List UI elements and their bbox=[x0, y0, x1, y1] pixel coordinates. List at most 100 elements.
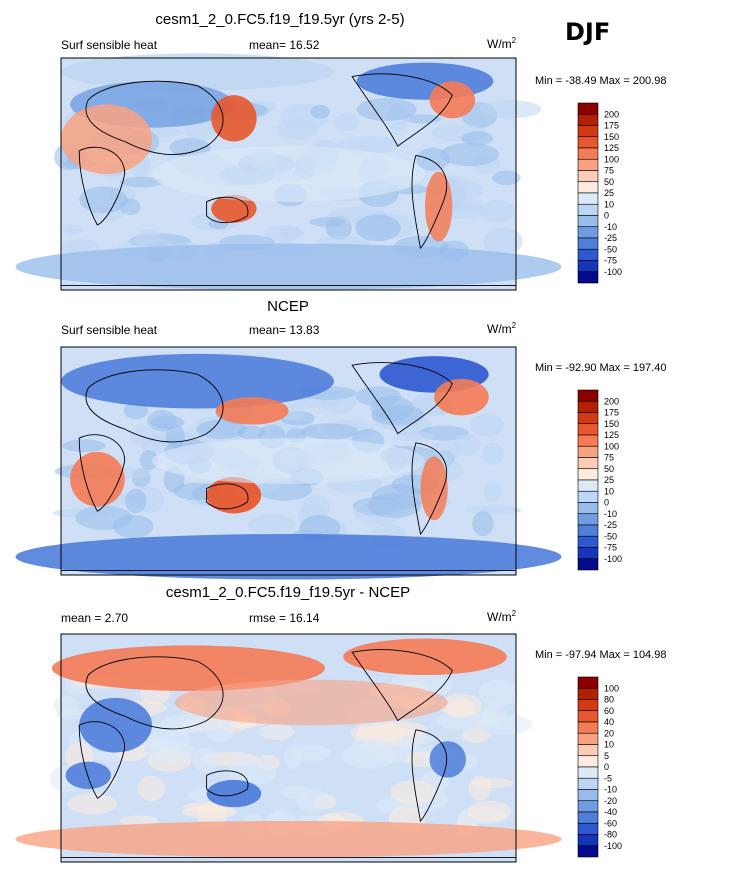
field-blob bbox=[152, 438, 425, 484]
field-blob bbox=[15, 820, 562, 858]
coastline bbox=[78, 146, 126, 226]
field-blob bbox=[137, 776, 165, 802]
colorbar-box bbox=[577, 834, 599, 847]
colorbar-box bbox=[577, 192, 599, 205]
coastline bbox=[85, 80, 224, 156]
field-blob bbox=[61, 53, 334, 91]
field-blob bbox=[389, 780, 437, 805]
colorbar-tick-label: 125 bbox=[604, 430, 619, 440]
colorbar-box bbox=[577, 147, 599, 160]
field-blob bbox=[355, 386, 402, 407]
colorbar-tick-label: -80 bbox=[604, 830, 617, 840]
field-blob bbox=[472, 511, 494, 537]
field-blob bbox=[296, 789, 330, 812]
panel-3-rmse-label: rmse = 16.14 bbox=[249, 611, 320, 625]
field-blob bbox=[425, 171, 453, 242]
colorbar-box bbox=[577, 502, 599, 515]
colorbar-box bbox=[577, 777, 599, 790]
colorbar-tick-label: 0 bbox=[604, 211, 609, 221]
colorbar-box bbox=[577, 226, 599, 239]
field-blob bbox=[174, 679, 448, 726]
coastline bbox=[206, 483, 249, 510]
colorbar-box bbox=[577, 158, 599, 171]
colorbar-box bbox=[577, 524, 599, 537]
field-blob bbox=[467, 800, 512, 822]
field-blob bbox=[237, 425, 266, 440]
panel-2-minmax: Min = -92.90 Max = 197.40 bbox=[535, 362, 667, 374]
colorbar-tick-label: 10 bbox=[604, 486, 614, 496]
field-blob bbox=[440, 142, 500, 167]
colorbar-box bbox=[577, 400, 599, 413]
colorbar-tick-label: -40 bbox=[604, 807, 617, 817]
colorbar-tick-label: 175 bbox=[604, 408, 619, 418]
panel-2-left-label: Surf sensible heat bbox=[61, 323, 158, 337]
field-blob bbox=[429, 81, 476, 119]
field-blob bbox=[292, 744, 331, 762]
field-blob bbox=[169, 138, 211, 157]
field-blob bbox=[355, 214, 401, 242]
field-blob bbox=[468, 775, 492, 801]
field-blob bbox=[61, 104, 152, 174]
field-blob bbox=[301, 423, 359, 440]
field-blob bbox=[206, 779, 262, 808]
field-blob bbox=[15, 243, 562, 290]
colorbar-box bbox=[577, 113, 599, 126]
colorbar-tick-label: -50 bbox=[604, 531, 617, 541]
field-blob bbox=[67, 793, 118, 815]
colorbar-box bbox=[577, 676, 599, 689]
coastline bbox=[78, 434, 126, 512]
colorbar-tick-label: 175 bbox=[604, 121, 619, 131]
field-blob bbox=[53, 695, 79, 716]
coastline bbox=[411, 729, 448, 822]
colorbar-box bbox=[577, 822, 599, 835]
colorbar-tick-label: 40 bbox=[604, 717, 614, 727]
colorbar-tick-label: 200 bbox=[604, 109, 619, 119]
colorbar-box bbox=[577, 513, 599, 526]
colorbar-box bbox=[577, 721, 599, 734]
field-blob bbox=[476, 714, 533, 735]
colorbar-box bbox=[577, 699, 599, 712]
field-blob bbox=[206, 476, 262, 514]
colorbar-tick-label: 10 bbox=[604, 199, 614, 209]
colorbar-tick-label: 0 bbox=[604, 498, 609, 508]
map-frame bbox=[60, 346, 517, 576]
field-blob bbox=[228, 758, 277, 786]
colorbar-box bbox=[577, 558, 599, 571]
colorbar-box bbox=[577, 125, 599, 138]
panel-1-mean-label: mean= 16.52 bbox=[249, 38, 320, 52]
colorbar-box bbox=[577, 766, 599, 779]
colorbar-tick-label: 60 bbox=[604, 706, 614, 716]
colorbar-tick-label: 100 bbox=[604, 683, 619, 693]
field-blob bbox=[256, 725, 293, 739]
colorbar-box bbox=[577, 755, 599, 768]
field-blob bbox=[215, 397, 289, 425]
field-blob bbox=[482, 442, 505, 465]
colorbar-box bbox=[577, 479, 599, 492]
colorbar-box bbox=[577, 389, 599, 402]
colorbar-tick-label: -10 bbox=[604, 785, 617, 795]
colorbar-tick-label: 100 bbox=[604, 441, 619, 451]
field-blob bbox=[370, 404, 425, 426]
field-blob bbox=[341, 743, 397, 769]
field-blob bbox=[152, 146, 425, 202]
coastline bbox=[78, 721, 126, 799]
panel-1-left-label: Surf sensible heat bbox=[61, 38, 158, 52]
colorbar-tick-label: 5 bbox=[604, 751, 609, 761]
field-blob bbox=[333, 113, 359, 132]
field-blob bbox=[63, 224, 84, 235]
field-blob bbox=[343, 638, 507, 676]
panel-3-units: W/m2 bbox=[487, 609, 517, 624]
colorbar-tick-label: -10 bbox=[604, 222, 617, 232]
colorbar-tick-label: 50 bbox=[604, 464, 614, 474]
colorbar-tick-label: 20 bbox=[604, 728, 614, 738]
field-blob bbox=[61, 353, 334, 409]
field-blob bbox=[147, 409, 177, 432]
map-frame bbox=[60, 633, 517, 863]
field-blob bbox=[124, 488, 147, 514]
panel-3-map bbox=[15, 633, 562, 863]
colorbar-box bbox=[577, 215, 599, 228]
colorbar-box bbox=[577, 271, 599, 284]
field-blob bbox=[51, 645, 325, 691]
